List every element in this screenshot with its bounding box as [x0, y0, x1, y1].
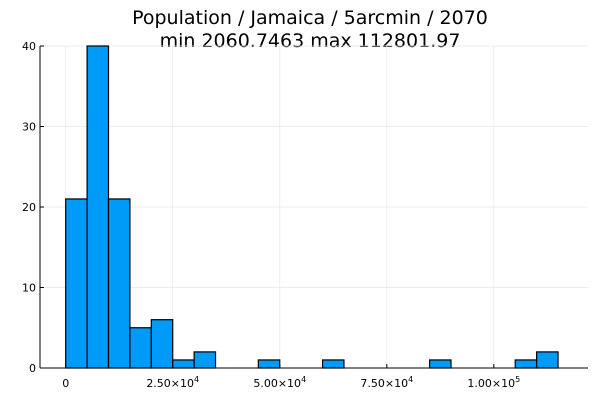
histogram-bar: [536, 351, 559, 369]
y-tick-label: 40: [22, 40, 36, 53]
y-axis-ticks: 0 10 20 30 40: [22, 40, 44, 375]
bars: [65, 45, 559, 369]
y-tick-label: 0: [29, 362, 36, 375]
y-tick-label: 20: [22, 201, 36, 214]
y-tick-label: 10: [22, 282, 36, 295]
chart-subtitle: min 2060.7463 max 112801.97: [160, 30, 461, 52]
histogram-bar: [150, 319, 174, 369]
histogram-bar: [129, 327, 152, 369]
histogram-bar: [65, 198, 88, 369]
histogram-bar: [257, 359, 281, 369]
y-tick-label: 30: [22, 121, 36, 134]
histogram-bar: [321, 359, 345, 369]
histogram-bar: [107, 198, 131, 369]
histogram-bar: [514, 359, 538, 369]
x-tick-label: 5.00×104: [253, 375, 306, 390]
x-axis-ticks: 0 2.50×104 5.00×104 7.50×104 1.00×105: [62, 364, 520, 390]
histogram-bar: [172, 359, 195, 369]
x-tick-label: 2.50×104: [146, 375, 199, 390]
x-tick-label: 1.00×105: [467, 375, 520, 390]
x-tick-label: 7.50×104: [360, 375, 413, 390]
histogram-bar: [428, 359, 452, 369]
histogram-bar: [86, 45, 110, 369]
chart-title: Population / Jamaica / 5arcmin / 2070: [132, 7, 488, 29]
histogram-bar: [193, 351, 217, 369]
x-tick-label: 0: [62, 377, 69, 390]
